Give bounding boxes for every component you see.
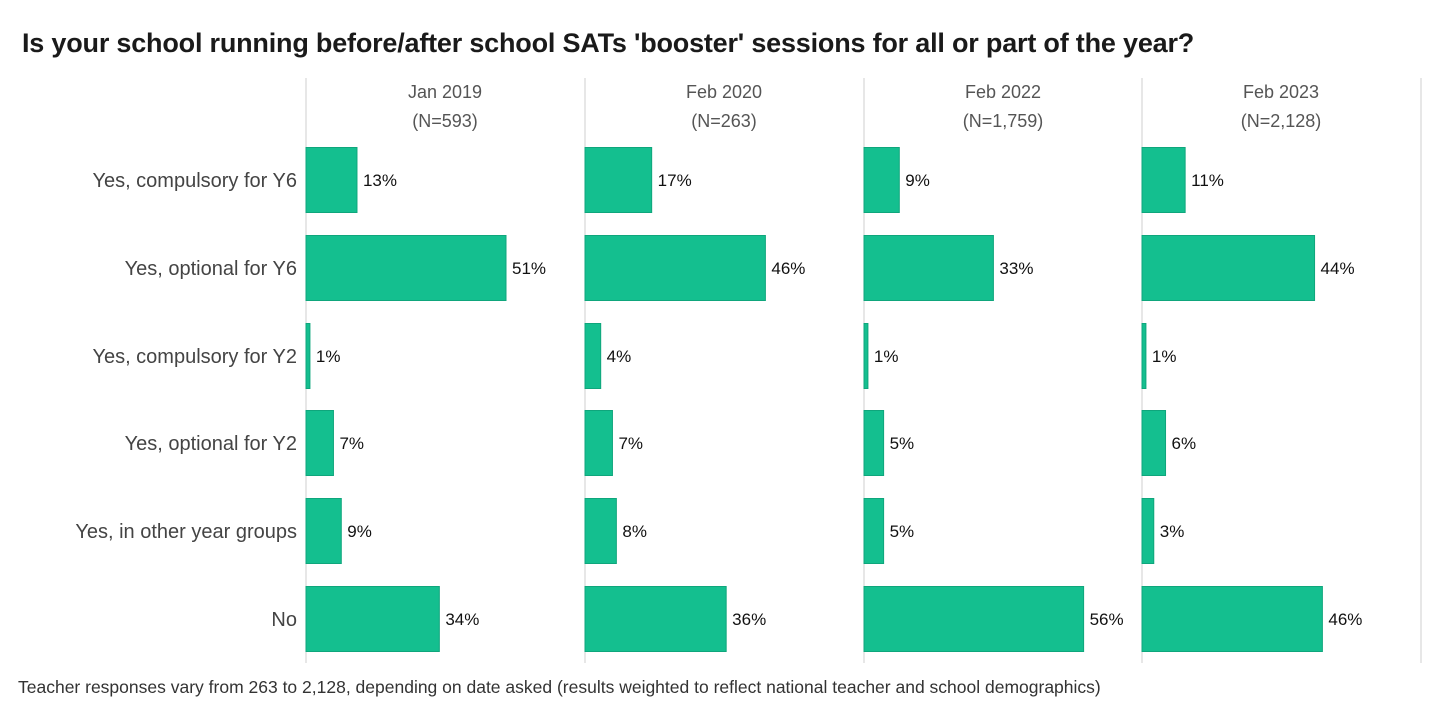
- category-label: No: [271, 609, 297, 631]
- bar-value-label: 11%: [1191, 171, 1224, 190]
- bar: [863, 147, 900, 213]
- bar: [1141, 147, 1186, 213]
- bar: [584, 235, 766, 301]
- bar: [584, 323, 602, 389]
- bar: [863, 323, 869, 389]
- bar: [305, 147, 358, 213]
- bar-value-label: 6%: [1172, 434, 1197, 453]
- bar-value-label: 1%: [316, 347, 341, 366]
- panel-3: Feb 2022 (N=1,759) 9% 33% 1% 5% 5% 56%: [863, 82, 1124, 652]
- footnote: Teacher responses vary from 263 to 2,128…: [18, 677, 1101, 697]
- chart-title: Is your school running before/after scho…: [22, 28, 1195, 58]
- bar: [1141, 235, 1316, 301]
- bar: [305, 410, 334, 476]
- bar-value-label: 5%: [890, 522, 915, 541]
- bar-value-label: 36%: [732, 610, 766, 629]
- bar: [1141, 586, 1323, 652]
- bar-value-label: 17%: [658, 171, 692, 190]
- bar: [305, 323, 311, 389]
- bar-value-label: 7%: [339, 434, 364, 453]
- bar-value-label: 1%: [1152, 347, 1177, 366]
- bar: [863, 586, 1085, 652]
- category-label: Yes, compulsory for Y2: [92, 346, 297, 368]
- bar-value-label: 44%: [1321, 259, 1355, 278]
- bar-value-label: 4%: [607, 347, 632, 366]
- panel-date-label: Jan 2019: [408, 82, 482, 102]
- bar-value-label: 34%: [445, 610, 479, 629]
- category-label: Yes, optional for Y2: [125, 433, 297, 455]
- bar-value-label: 56%: [1090, 610, 1124, 629]
- bar: [863, 410, 885, 476]
- panel-date-label: Feb 2020: [686, 82, 762, 102]
- bar: [305, 498, 342, 564]
- bar: [584, 147, 653, 213]
- bar-value-label: 5%: [890, 434, 915, 453]
- bar: [305, 235, 507, 301]
- panels: Jan 2019 (N=593) 13% 51% 1% 7% 9% 34% Feb 2020 (N…: [305, 82, 1362, 652]
- bar-value-label: 46%: [771, 259, 805, 278]
- bar-value-label: 1%: [874, 347, 899, 366]
- bar-value-label: 51%: [512, 259, 546, 278]
- bar-value-label: 46%: [1328, 610, 1362, 629]
- bar: [1141, 498, 1155, 564]
- category-label: Yes, compulsory for Y6: [92, 170, 297, 192]
- bar-value-label: 13%: [363, 171, 397, 190]
- panel-2: Feb 2020 (N=263) 17% 46% 4% 7% 8% 36%: [584, 82, 805, 652]
- panel-4: Feb 2023 (N=2,128) 11% 44% 1% 6% 3% 46%: [1141, 82, 1362, 652]
- panel-n-label: (N=2,128): [1241, 111, 1322, 131]
- category-labels: Yes, compulsory for Y6 Yes, optional for …: [75, 170, 297, 631]
- panel-n-label: (N=263): [691, 111, 757, 131]
- bar: [1141, 410, 1167, 476]
- category-label: Yes, optional for Y6: [125, 258, 297, 280]
- bar-value-label: 9%: [347, 522, 372, 541]
- bar-value-label: 8%: [622, 522, 647, 541]
- bar: [584, 498, 617, 564]
- bar-value-label: 33%: [999, 259, 1033, 278]
- category-label: Yes, in other year groups: [75, 521, 297, 543]
- panel-n-label: (N=1,759): [963, 111, 1044, 131]
- bar-value-label: 3%: [1160, 522, 1185, 541]
- bar: [584, 586, 727, 652]
- panel-date-label: Feb 2022: [965, 82, 1041, 102]
- panel-1: Jan 2019 (N=593) 13% 51% 1% 7% 9% 34%: [305, 82, 546, 652]
- bar: [1141, 323, 1147, 389]
- bar: [863, 498, 885, 564]
- bar: [863, 235, 994, 301]
- panel-date-label: Feb 2023: [1243, 82, 1319, 102]
- bar: [584, 410, 613, 476]
- bar-value-label: 7%: [618, 434, 643, 453]
- bar: [305, 586, 440, 652]
- bar-value-label: 9%: [905, 171, 930, 190]
- panel-n-label: (N=593): [412, 111, 478, 131]
